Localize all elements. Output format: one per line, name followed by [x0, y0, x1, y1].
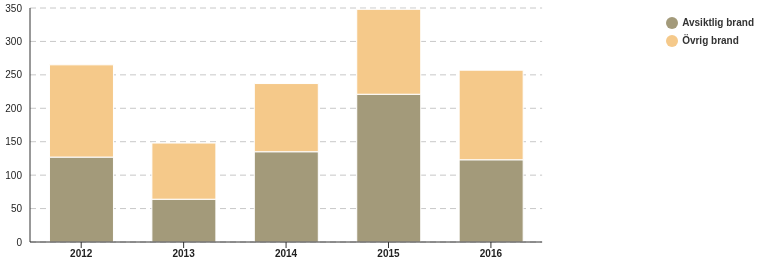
svg-text:2015: 2015	[377, 248, 400, 259]
svg-text:300: 300	[8, 36, 22, 47]
svg-text:2012: 2012	[70, 248, 93, 259]
svg-text:200: 200	[8, 103, 22, 114]
svg-text:0: 0	[16, 237, 22, 248]
svg-text:100: 100	[8, 170, 22, 181]
html-text:Övrig brand: Övrig brand	[682, 35, 739, 46]
svg-text:50: 50	[11, 203, 23, 214]
svg-text:150: 150	[8, 136, 22, 147]
svg-text:350: 350	[8, 3, 22, 14]
svg-text:2016: 2016	[480, 248, 503, 259]
svg-text:2014: 2014	[275, 248, 298, 259]
html-text:Avsiktlig brand: Avsiktlig brand	[682, 17, 754, 28]
svg-text:250: 250	[8, 69, 22, 80]
svg-text:2013: 2013	[173, 248, 196, 259]
